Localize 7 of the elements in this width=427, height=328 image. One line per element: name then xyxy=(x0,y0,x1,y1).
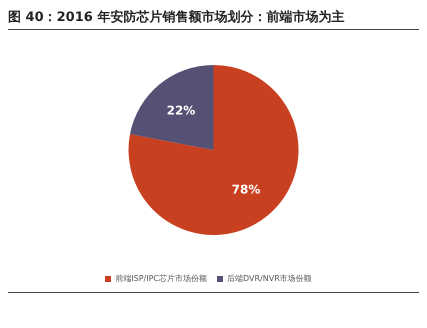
data-label: 22% xyxy=(166,104,196,118)
pie-slice xyxy=(130,65,214,150)
legend-label: 前端ISP/IPC芯片市场份额 xyxy=(115,274,207,283)
legend-label: 后端DVR/NVR市场份额 xyxy=(226,274,312,283)
pie-slice xyxy=(128,65,298,235)
data-label: 78% xyxy=(232,182,260,196)
chart-title: 图 40：2016 年安防芯片销售额市场划分：前端市场为主 xyxy=(8,8,419,30)
